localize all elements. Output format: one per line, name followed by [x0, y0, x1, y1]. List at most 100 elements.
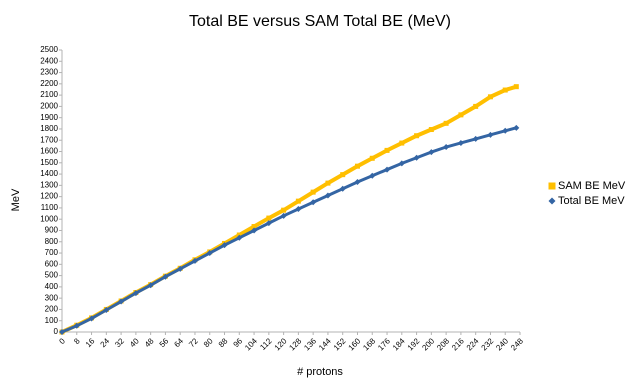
- y-tick-label: 500: [45, 271, 59, 280]
- data-point: [310, 189, 316, 195]
- x-tick-label: 56: [158, 336, 171, 349]
- series-line: [61, 126, 517, 334]
- x-tick-label: 136: [302, 336, 318, 352]
- x-tick-label: 120: [273, 336, 289, 352]
- data-point: [369, 155, 375, 161]
- x-axis-label: # protons: [297, 366, 343, 378]
- x-tick-label: 128: [287, 336, 303, 352]
- data-point: [399, 140, 405, 146]
- data-point: [339, 185, 346, 192]
- data-point: [88, 315, 95, 322]
- data-point: [266, 215, 272, 221]
- x-tick-label: 96: [232, 336, 245, 349]
- x-tick-label: 0: [57, 336, 67, 346]
- x-tick-label: 144: [317, 336, 333, 352]
- y-tick-label: 2100: [40, 90, 58, 99]
- data-point: [354, 163, 360, 169]
- x-tick-label: 32: [113, 336, 126, 349]
- y-tick-label: 900: [45, 226, 59, 235]
- x-tick-label: 176: [376, 336, 392, 352]
- y-tick-label: 700: [45, 248, 59, 257]
- x-tick-label: 152: [332, 336, 348, 352]
- legend-marker: [548, 182, 556, 190]
- data-point: [428, 149, 435, 156]
- x-tick-label: 48: [143, 336, 156, 349]
- y-tick-label: 600: [45, 259, 59, 268]
- x-tick-label: 208: [435, 336, 451, 352]
- data-point: [132, 290, 139, 297]
- data-point: [443, 144, 450, 151]
- y-tick-label: 100: [45, 316, 59, 325]
- data-point: [265, 220, 272, 227]
- y-tick-label: 1900: [40, 113, 58, 122]
- x-tick-label: 64: [172, 336, 185, 349]
- data-point: [73, 322, 80, 329]
- data-point: [251, 227, 258, 234]
- data-point: [118, 298, 125, 305]
- x-tick-label: 248: [509, 336, 525, 352]
- x-tick-label: 240: [494, 336, 510, 352]
- x-tick-label: 112: [258, 336, 274, 352]
- y-tick-label: 2400: [40, 56, 58, 65]
- y-axis-label: MeV: [10, 188, 22, 211]
- y-tick-label: 1000: [40, 214, 58, 223]
- data-point: [428, 127, 434, 133]
- data-point: [472, 135, 479, 142]
- data-point: [384, 147, 390, 153]
- data-point: [457, 139, 464, 146]
- y-tick-label: 2300: [40, 68, 58, 77]
- y-tick-label: 1300: [40, 180, 58, 189]
- x-tick-label: 40: [128, 336, 141, 349]
- x-tick-label: 232: [480, 336, 496, 352]
- y-tick-label: 800: [45, 237, 59, 246]
- x-tick-label: 184: [391, 336, 407, 352]
- data-point: [502, 87, 508, 93]
- data-point: [103, 307, 110, 314]
- legend-label: Total BE MeV: [558, 195, 625, 207]
- data-point: [147, 282, 154, 289]
- x-tick-label: 88: [217, 336, 230, 349]
- y-tick-label: 1600: [40, 147, 58, 156]
- data-point: [206, 250, 213, 257]
- data-point: [513, 84, 519, 90]
- y-tick-label: 2000: [40, 102, 58, 111]
- x-tick-label: 160: [347, 336, 363, 352]
- data-point: [59, 329, 65, 335]
- y-tick-label: 1100: [41, 203, 59, 212]
- data-point: [413, 154, 420, 161]
- data-point: [324, 192, 331, 199]
- data-point: [177, 265, 184, 272]
- data-point: [295, 206, 302, 213]
- legend-marker: [548, 197, 556, 205]
- data-point: [384, 166, 391, 173]
- data-point: [236, 234, 243, 241]
- y-tick-label: 200: [45, 305, 59, 314]
- data-point: [398, 160, 405, 167]
- data-point: [354, 178, 361, 185]
- data-point: [458, 112, 464, 118]
- data-point: [487, 131, 494, 138]
- x-tick-label: 200: [420, 336, 436, 352]
- data-point: [162, 273, 169, 280]
- data-point: [487, 94, 493, 100]
- y-tick-label: 300: [45, 293, 59, 302]
- x-tick-label: 104: [243, 336, 259, 352]
- y-tick-label: 1500: [40, 158, 58, 167]
- data-point: [281, 207, 287, 213]
- y-tick-label: 1800: [40, 124, 58, 133]
- x-tick-label: 216: [450, 336, 466, 352]
- data-point: [369, 172, 376, 179]
- y-tick-label: 2500: [40, 45, 58, 54]
- data-point: [191, 257, 198, 264]
- y-tick-label: 1400: [40, 169, 58, 178]
- data-point: [340, 172, 346, 178]
- x-tick-label: 168: [361, 336, 377, 352]
- x-tick-label: 224: [465, 336, 481, 352]
- x-tick-label: 72: [187, 336, 200, 349]
- data-point: [502, 127, 509, 134]
- y-tick-label: 2200: [40, 79, 58, 88]
- data-point: [295, 198, 301, 204]
- data-point: [443, 120, 449, 126]
- data-point: [251, 224, 257, 230]
- data-point: [414, 133, 420, 139]
